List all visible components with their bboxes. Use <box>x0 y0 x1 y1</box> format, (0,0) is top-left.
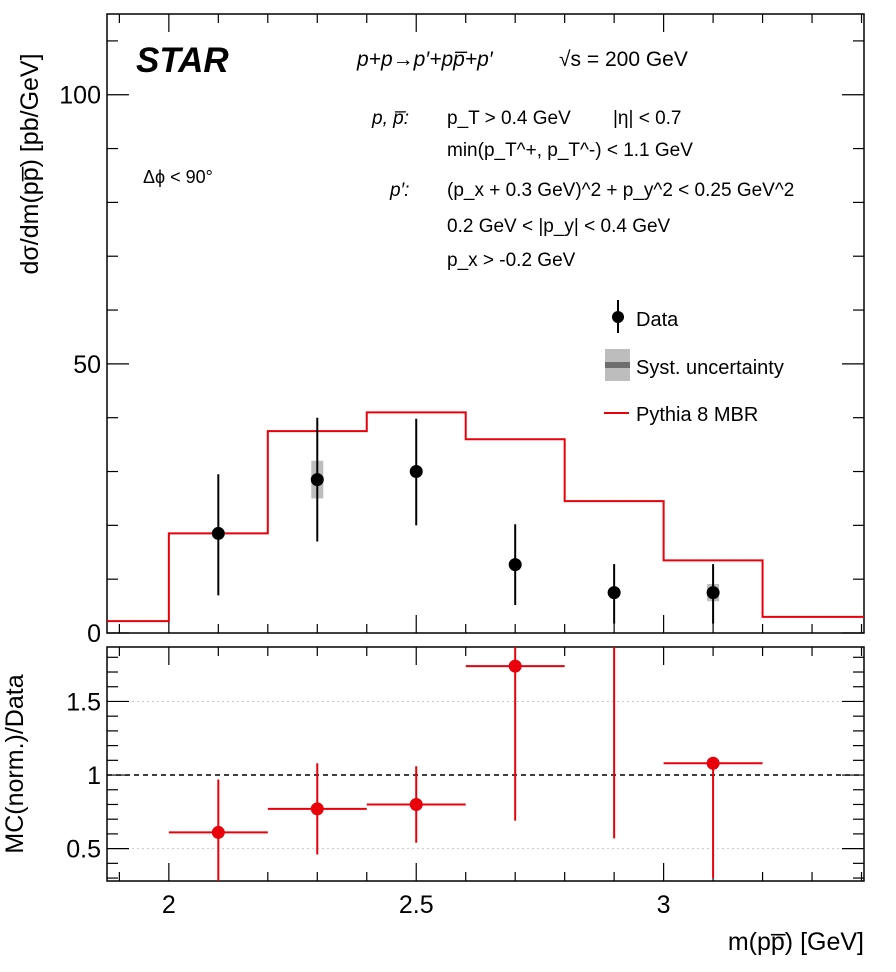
y-tick-label: 0 <box>87 620 101 648</box>
data-point <box>508 558 522 572</box>
ratio-y-tick-label: 0.5 <box>66 836 101 864</box>
star-label: STAR <box>136 41 229 80</box>
legend-syst-label: Syst. uncertainty <box>636 357 784 379</box>
ratio-point <box>409 797 423 811</box>
data-point <box>409 465 423 479</box>
bottom-axis-ticks <box>107 647 864 881</box>
forward-cut-label: p′: <box>389 180 409 201</box>
ratio-gridlines <box>107 700 864 850</box>
proton-cut-minpt: min(p_T^+, p_T^-) < 1.1 GeV <box>447 140 693 161</box>
pythia-histogram <box>107 411 864 623</box>
energy-label: √s = 200 GeV <box>559 48 688 71</box>
top-y-tick-labels: 0 50 100 <box>59 82 101 648</box>
y-tick-label: 50 <box>73 351 101 379</box>
ratio-point <box>508 659 522 673</box>
legend-mc-label: Pythia 8 MBR <box>636 404 758 426</box>
x-tick-labels: 2 2.5 3 <box>162 891 671 919</box>
proton-cut-pt: p_T > 0.4 GeV <box>447 108 571 129</box>
forward-cut-py: 0.2 GeV < |p_y| < 0.4 GeV <box>447 216 671 237</box>
top-y-axis-label: dσ/dm(pp̅) [pb/GeV] <box>16 53 44 274</box>
bottom-y-tick-labels: 0.5 1 1.5 <box>66 688 101 863</box>
data-point <box>706 586 720 600</box>
top-plot-frame <box>106 13 865 634</box>
proton-cut-label: p, p̅: <box>371 108 409 129</box>
data-point <box>607 586 621 600</box>
forward-cut-px: p_x > -0.2 GeV <box>447 250 576 271</box>
x-tick-label: 2 <box>162 891 176 919</box>
legend-data-label: Data <box>636 309 679 331</box>
ratio-panel: 0.511.5 2 2.5 3 MC(norm.)/Data m(pp̅) [GeV… <box>1 646 865 956</box>
pythia-histogram-line <box>107 411 864 623</box>
top-axis-ticks <box>107 14 864 634</box>
legend-syst-line <box>605 362 630 368</box>
ratio-y-tick-label: 1 <box>87 762 101 790</box>
y-tick-label: 100 <box>59 82 101 110</box>
ratio-point <box>706 756 720 770</box>
data-point <box>211 526 225 540</box>
bottom-y-axis-label: MC(norm.)/Data <box>1 674 29 853</box>
process-label: p+p→p′+pp̅+p′ <box>356 48 494 71</box>
dphi-label: Δϕ < 90° <box>143 167 213 187</box>
proton-cut-eta: |η| < 0.7 <box>613 108 682 129</box>
bottom-plot-frame <box>106 646 865 882</box>
x-axis-label: m(pp̅) [GeV] <box>728 928 864 956</box>
ratio-points <box>168 647 763 881</box>
ratio-point <box>310 802 324 816</box>
data-point <box>310 473 324 487</box>
ratio-y-tick-label: 1.5 <box>66 688 101 716</box>
cross-section-panel: 0 50 100 STAR p+p→p′+pp̅+p′ √s = 200 GeV p… <box>16 13 865 648</box>
forward-cut-ellipse: (p_x + 0.3 GeV)^2 + p_y^2 < 0.25 GeV^2 <box>447 180 794 201</box>
legend-data-marker <box>612 311 624 323</box>
x-tick-label: 2.5 <box>399 891 434 919</box>
x-tick-label: 3 <box>657 891 671 919</box>
ratio-point <box>211 825 225 839</box>
legend: Data Syst. uncertainty Pythia 8 MBR <box>604 300 784 426</box>
systematic-boxes <box>212 460 720 602</box>
data-points <box>211 417 720 624</box>
